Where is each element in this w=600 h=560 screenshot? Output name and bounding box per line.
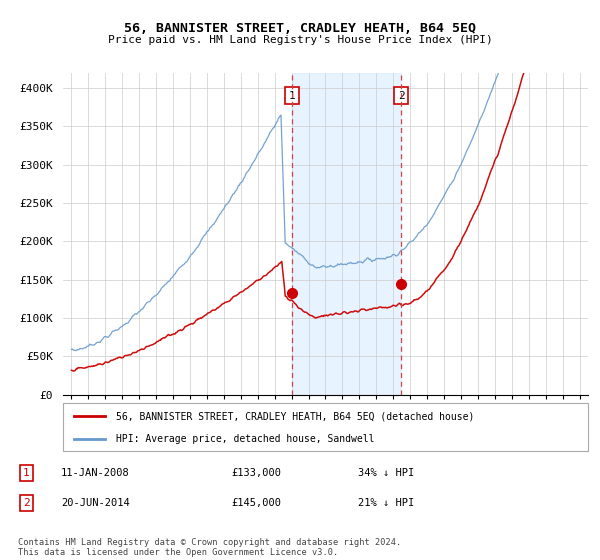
Text: 2: 2	[398, 91, 404, 101]
Text: HPI: Average price, detached house, Sandwell: HPI: Average price, detached house, Sand…	[115, 434, 374, 444]
Text: 1: 1	[23, 468, 30, 478]
Text: Contains HM Land Registry data © Crown copyright and database right 2024.
This d: Contains HM Land Registry data © Crown c…	[18, 538, 401, 557]
Bar	[292, 73, 401, 395]
Text: 21% ↓ HPI: 21% ↓ HPI	[358, 498, 414, 508]
Text: £145,000: £145,000	[231, 498, 281, 508]
Text: 56, BANNISTER STREET, CRADLEY HEATH, B64 5EQ: 56, BANNISTER STREET, CRADLEY HEATH, B64…	[124, 22, 476, 35]
Text: 2: 2	[23, 498, 30, 508]
Text: 20-JUN-2014: 20-JUN-2014	[61, 498, 130, 508]
Text: Price paid vs. HM Land Registry's House Price Index (HPI): Price paid vs. HM Land Registry's House …	[107, 35, 493, 45]
Text: 56, BANNISTER STREET, CRADLEY HEATH, B64 5EQ (detached house): 56, BANNISTER STREET, CRADLEY HEATH, B64…	[115, 411, 474, 421]
Text: £133,000: £133,000	[231, 468, 281, 478]
Text: 34% ↓ HPI: 34% ↓ HPI	[358, 468, 414, 478]
Text: 1: 1	[289, 91, 296, 101]
FancyBboxPatch shape	[63, 403, 588, 451]
Text: 11-JAN-2008: 11-JAN-2008	[61, 468, 130, 478]
